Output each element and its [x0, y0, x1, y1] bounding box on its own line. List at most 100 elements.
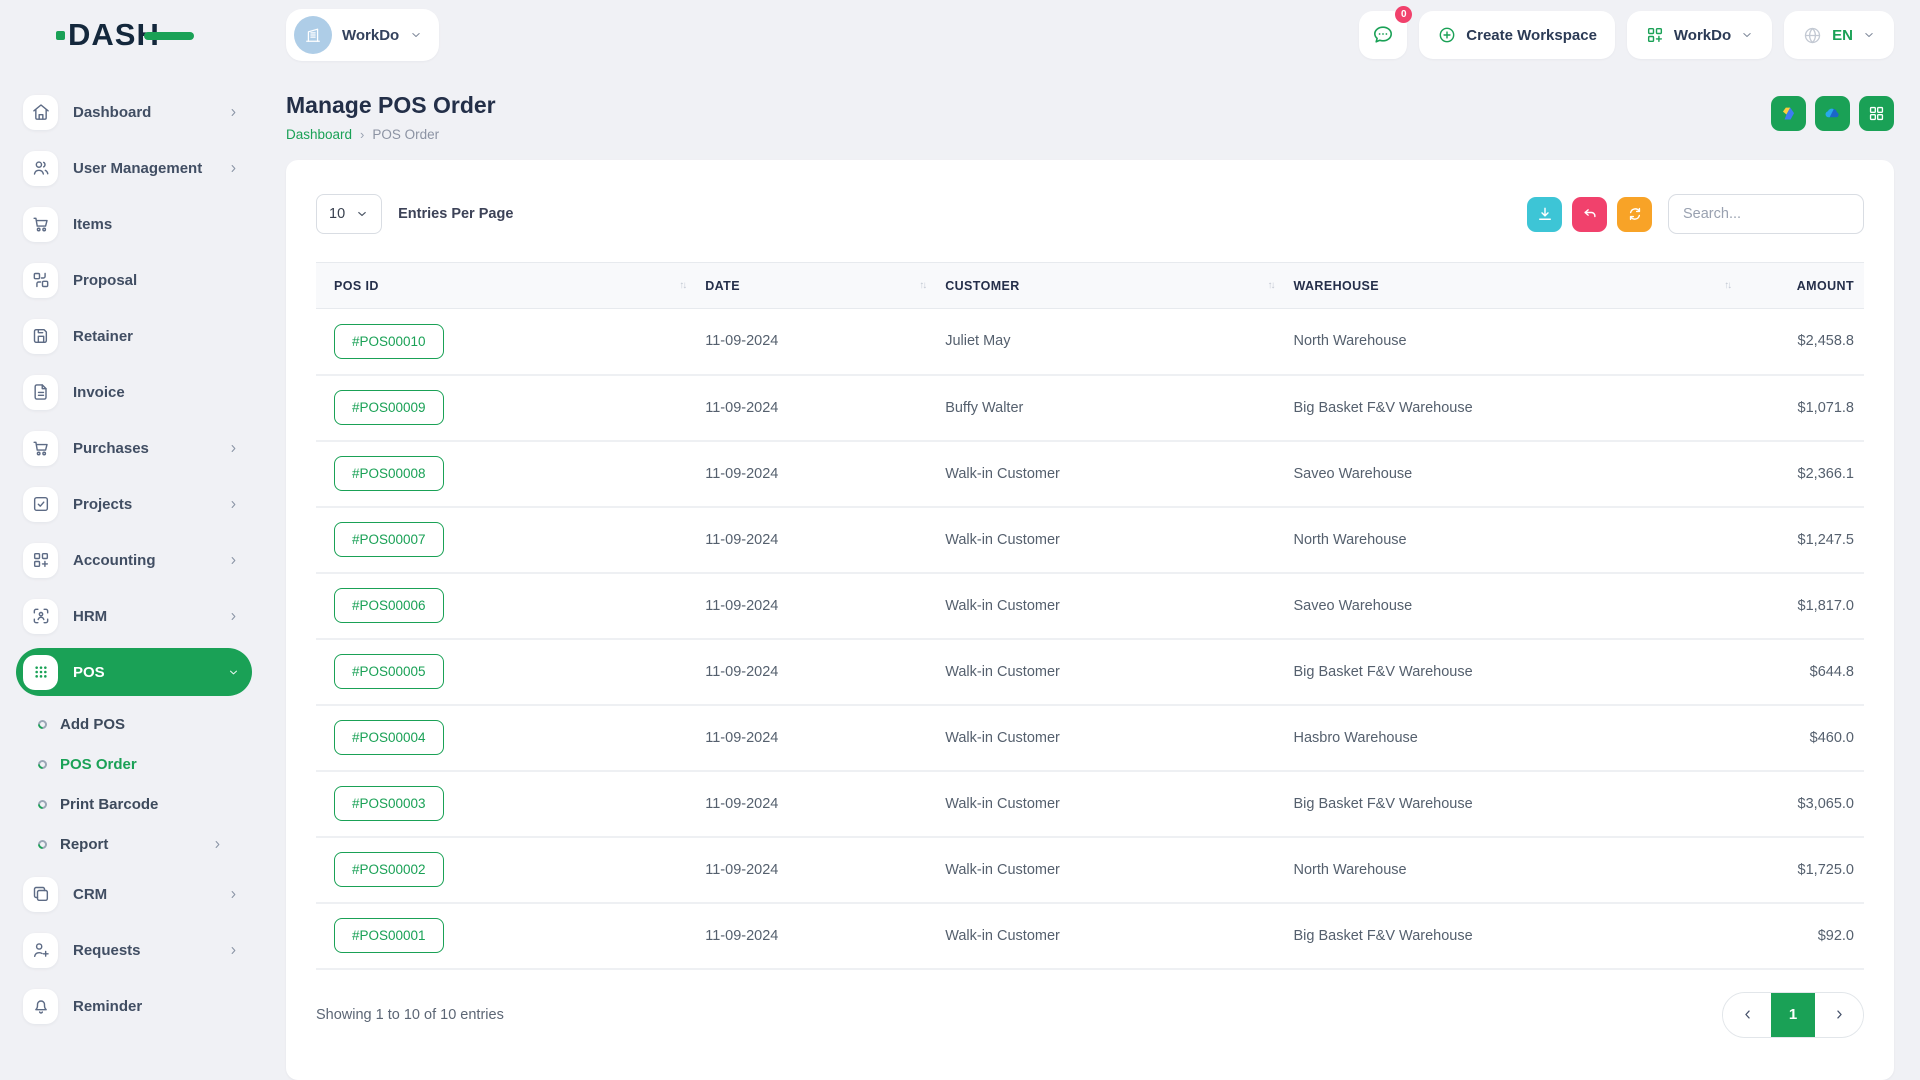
top-header: DASH WorkDo 0: [0, 0, 1920, 70]
pos-id-badge[interactable]: #POS00004: [334, 720, 444, 755]
cell-customer: Walk-in Customer: [935, 837, 1283, 903]
column-header-customer[interactable]: CUSTOMER↑↓: [935, 263, 1283, 309]
sidebar-item-user-management[interactable]: User Management: [16, 144, 252, 192]
table-row: #POS0000211-09-2024Walk-in CustomerNorth…: [316, 837, 1864, 903]
pos-id-badge[interactable]: #POS00006: [334, 588, 444, 623]
pos-id-badge[interactable]: #POS00001: [334, 918, 444, 953]
cell-date: 11-09-2024: [695, 639, 935, 705]
sidebar-item-dashboard[interactable]: Dashboard: [16, 88, 252, 136]
sidebar-item-retainer[interactable]: Retainer: [16, 312, 252, 360]
sidebar-item-items[interactable]: Items: [16, 200, 252, 248]
cell-date: 11-09-2024: [695, 375, 935, 441]
previous-page-button[interactable]: [1723, 993, 1771, 1037]
column-header-warehouse[interactable]: WAREHOUSE↑↓: [1283, 263, 1740, 309]
refresh-button[interactable]: [1617, 197, 1652, 232]
column-header-pos-id[interactable]: POS ID↑↓: [316, 263, 695, 309]
pos-id-badge[interactable]: #POS00007: [334, 522, 444, 557]
pos-id-badge[interactable]: #POS00008: [334, 456, 444, 491]
cell-customer: Walk-in Customer: [935, 441, 1283, 507]
column-header-date[interactable]: DATE↑↓: [695, 263, 935, 309]
onedrive-button[interactable]: [1815, 96, 1850, 131]
export-download-button[interactable]: [1527, 197, 1562, 232]
cell-customer: Walk-in Customer: [935, 705, 1283, 771]
entries-per-page-select[interactable]: 10: [316, 194, 382, 234]
undo-button[interactable]: [1572, 197, 1607, 232]
cell-date: 11-09-2024: [695, 705, 935, 771]
pos-id-badge[interactable]: #POS00010: [334, 324, 444, 359]
pos-id-badge[interactable]: #POS00002: [334, 852, 444, 887]
pos-id-badge[interactable]: #POS00003: [334, 786, 444, 821]
sidebar-item-label: Retainer: [73, 328, 240, 345]
sidebar-item-requests[interactable]: Requests: [16, 926, 252, 974]
sidebar-item-hrm[interactable]: HRM: [16, 592, 252, 640]
sidebar-subitem-add-pos[interactable]: Add POS: [38, 704, 258, 744]
cell-amount: $2,366.1: [1740, 441, 1864, 507]
cell-date: 11-09-2024: [695, 441, 935, 507]
language-selector[interactable]: EN: [1784, 11, 1894, 59]
table-row: #POS0000111-09-2024Walk-in CustomerBig B…: [316, 903, 1864, 969]
sidebar-subitem-print-barcode[interactable]: Print Barcode: [38, 784, 258, 824]
plus-circle-icon: [1437, 25, 1457, 45]
copy-icon: [23, 877, 58, 912]
cell-customer: Walk-in Customer: [935, 573, 1283, 639]
cell-amount: $1,247.5: [1740, 507, 1864, 573]
sidebar-item-crm[interactable]: CRM: [16, 870, 252, 918]
sidebar-item-purchases[interactable]: Purchases: [16, 424, 252, 472]
cell-customer: Walk-in Customer: [935, 903, 1283, 969]
app-menu-button[interactable]: WorkDo: [1627, 11, 1772, 59]
cell-date: 11-09-2024: [695, 309, 935, 375]
google-drive-button[interactable]: [1771, 96, 1806, 131]
sidebar-subitem-report[interactable]: Report: [38, 824, 258, 864]
bell-icon: [23, 989, 58, 1024]
bullet-icon: [36, 798, 49, 811]
sidebar-item-label: Projects: [73, 496, 227, 513]
sidebar-item-label: POS: [73, 664, 227, 681]
column-header-amount: AMOUNT: [1740, 263, 1864, 309]
cell-warehouse: Saveo Warehouse: [1283, 441, 1740, 507]
sidebar-item-proposal[interactable]: Proposal: [16, 256, 252, 304]
bullet-icon: [36, 718, 49, 731]
swap-icon: [23, 263, 58, 298]
breadcrumb-dashboard-link[interactable]: Dashboard: [286, 127, 352, 142]
page-title: Manage POS Order: [286, 92, 496, 119]
page-number-button[interactable]: 1: [1771, 993, 1815, 1037]
entries-per-page-label: Entries Per Page: [398, 206, 513, 222]
sidebar-item-invoice[interactable]: Invoice: [16, 368, 252, 416]
column-label: WAREHOUSE: [1293, 279, 1379, 293]
breadcrumb: Dashboard › POS Order: [286, 127, 496, 142]
sidebar-item-reminder[interactable]: Reminder: [16, 982, 252, 1030]
cell-date: 11-09-2024: [695, 573, 935, 639]
sidebar-item-projects[interactable]: Projects: [16, 480, 252, 528]
messages-button[interactable]: 0: [1359, 11, 1407, 59]
sidebar-item-label: Purchases: [73, 440, 227, 457]
breadcrumb-current: POS Order: [372, 127, 439, 142]
pos-id-badge[interactable]: #POS00005: [334, 654, 444, 689]
chevron-down-icon: [1740, 28, 1754, 42]
save-icon: [23, 319, 58, 354]
table-row: #POS0000511-09-2024Walk-in CustomerBig B…: [316, 639, 1864, 705]
sidebar-subitem-label: POS Order: [60, 756, 258, 773]
grid-view-button[interactable]: [1859, 96, 1894, 131]
chevron-down-icon: [355, 207, 369, 221]
cell-amount: $1,725.0: [1740, 837, 1864, 903]
search-input[interactable]: [1668, 194, 1864, 234]
workspace-switcher[interactable]: WorkDo: [286, 9, 439, 61]
globe-icon: [1802, 25, 1823, 46]
table-row: #POS00008 11-09-2024Walk-in CustomerSaveo…: [316, 441, 1864, 507]
table-row: #POS0000711-09-2024Walk-in CustomerNorth…: [316, 507, 1864, 573]
next-page-button[interactable]: [1815, 993, 1863, 1037]
brand-logo[interactable]: DASH: [56, 17, 194, 53]
page-head-actions: [1771, 96, 1894, 131]
create-workspace-button[interactable]: Create Workspace: [1419, 11, 1615, 59]
chevron-right-icon: [227, 162, 240, 175]
sidebar-item-accounting[interactable]: Accounting: [16, 536, 252, 584]
chevron-right-icon: [211, 838, 224, 851]
sidebar-subitem-pos-order[interactable]: POS Order: [38, 744, 258, 784]
cell-customer: Juliet May: [935, 309, 1283, 375]
cell-amount: $1,817.0: [1740, 573, 1864, 639]
cell-amount: $2,458.8: [1740, 309, 1864, 375]
sidebar-item-label: Proposal: [73, 272, 240, 289]
pos-id-badge[interactable]: #POS00009: [334, 390, 444, 425]
sidebar-item-pos[interactable]: POS: [16, 648, 252, 696]
chat-icon: [1371, 23, 1395, 47]
